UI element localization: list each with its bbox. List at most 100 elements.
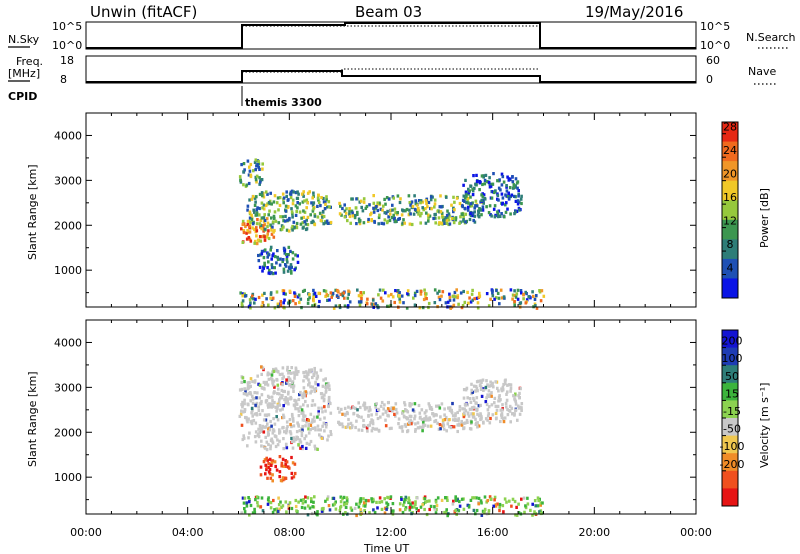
echo-cell: [259, 505, 263, 509]
echo-cell: [418, 306, 422, 310]
echo-cell: [474, 182, 477, 186]
echo-cell: [259, 426, 262, 430]
echo-cell: [401, 411, 404, 415]
echo-cell: [387, 294, 390, 298]
echo-cell: [292, 424, 296, 428]
echo-cell: [505, 392, 508, 396]
echo-cell: [240, 227, 243, 231]
echo-cell: [496, 404, 500, 408]
echo-cell: [480, 415, 483, 419]
echo-cell: [243, 510, 247, 514]
echo-cell: [519, 301, 523, 305]
echo-cell: [374, 405, 377, 409]
echo-cell: [474, 384, 478, 389]
echo-cell: [465, 201, 468, 205]
echo-cell: [471, 415, 475, 419]
echo-cell: [249, 399, 252, 403]
echo-cell: [377, 215, 381, 220]
echo-cell: [487, 412, 490, 416]
echo-cell: [248, 230, 252, 234]
echo-cell: [327, 381, 330, 386]
echo-cell: [245, 501, 249, 505]
echo-cell: [296, 201, 299, 205]
echo-cell: [273, 422, 277, 426]
echo-cell: [253, 380, 257, 384]
echo-cell: [410, 422, 413, 426]
echo-cell: [362, 497, 365, 501]
echo-cell: [387, 414, 390, 418]
echo-cell: [486, 408, 490, 412]
echo-cell: [500, 183, 504, 187]
echo-cell: [427, 216, 430, 220]
freq-trace: [86, 70, 696, 83]
echo-cell: [291, 446, 295, 450]
echo-cell: [519, 289, 523, 293]
echo-cell: [436, 496, 440, 500]
echo-cell: [412, 505, 416, 509]
echo-cell: [300, 306, 303, 310]
echo-cell: [503, 215, 506, 219]
echo-cell: [282, 413, 285, 417]
echo-cell: [278, 398, 281, 402]
echo-cell: [426, 205, 429, 209]
echo-cell: [249, 162, 253, 167]
echo-cell: [372, 206, 375, 210]
echo-cell: [340, 407, 343, 411]
echo-cell: [486, 383, 489, 387]
echo-cell: [324, 390, 328, 394]
echo-cell: [289, 192, 293, 196]
echo-cell: [256, 206, 259, 210]
echo-cell: [433, 419, 436, 424]
echo-cell: [311, 375, 314, 380]
echo-cell: [524, 504, 527, 508]
colorbar-tick-label: -200: [720, 458, 745, 471]
echo-cell: [294, 367, 298, 371]
echo-cell: [276, 304, 280, 308]
echo-cell: [424, 500, 427, 504]
echo-cell: [258, 176, 261, 180]
colorbar-tick-label: -100: [720, 440, 745, 453]
echo-cell: [448, 222, 452, 226]
echo-cell: [264, 190, 268, 194]
echo-cell: [413, 294, 417, 298]
echo-cell: [286, 400, 289, 404]
echo-cell: [267, 442, 270, 447]
echo-cell: [487, 509, 491, 513]
echo-cell: [262, 195, 266, 199]
echo-cell: [316, 424, 320, 428]
echo-cell: [301, 418, 305, 422]
echo-cell: [362, 200, 366, 204]
echo-cell: [347, 405, 350, 409]
echo-cell: [501, 196, 505, 200]
power-echo-cells: [238, 158, 546, 310]
echo-cell: [329, 430, 332, 434]
echo-cell: [240, 423, 244, 427]
echo-cell: [258, 192, 262, 196]
echo-cell: [470, 292, 474, 296]
echo-cell: [499, 288, 503, 292]
echo-cell: [490, 214, 493, 218]
echo-cell: [294, 204, 298, 208]
echo-cell: [469, 184, 472, 188]
echo-cell: [282, 447, 285, 451]
echo-cell: [484, 417, 488, 421]
echo-cell: [443, 407, 446, 411]
echo-cell: [414, 422, 417, 426]
echo-cell: [253, 210, 256, 214]
echo-cell: [470, 412, 473, 416]
echo-cell: [476, 306, 480, 310]
echo-cell: [502, 510, 505, 514]
echo-cell: [359, 291, 363, 295]
echo-cell: [311, 304, 314, 308]
echo-cell: [341, 206, 344, 211]
echo-cell: [238, 175, 242, 179]
echo-cell: [414, 503, 417, 507]
velocity-ylabel: Slant Range [km]: [26, 371, 39, 467]
echo-cell: [288, 501, 292, 505]
echo-cell: [251, 414, 254, 418]
echo-cell: [258, 206, 261, 211]
echo-cell: [263, 446, 267, 450]
echo-cell: [505, 398, 509, 402]
echo-cell: [273, 210, 277, 214]
echo-cell: [317, 428, 320, 432]
